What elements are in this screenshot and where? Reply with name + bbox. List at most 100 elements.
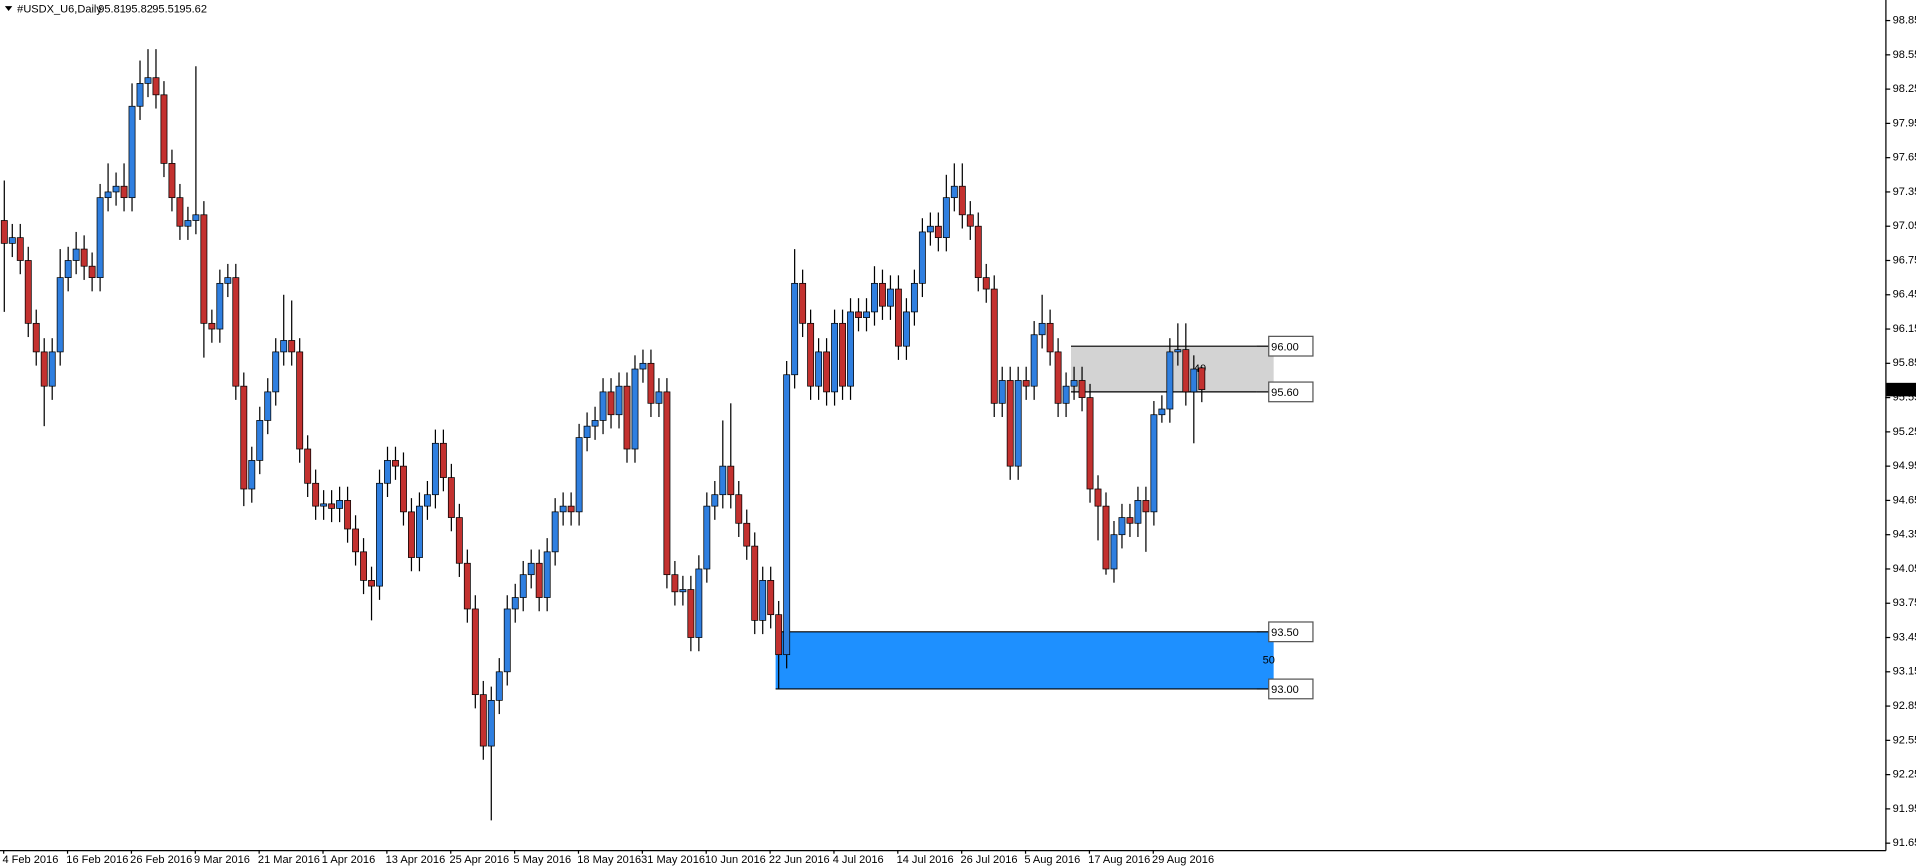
candle-body [551,511,559,553]
candle-body [463,562,471,610]
candle-body [1006,380,1014,467]
candle-body [535,562,543,598]
candle-body [631,368,639,450]
candle-body [1062,385,1070,404]
candle-body [815,351,823,387]
zone [775,631,1274,689]
candle-body [1134,500,1142,524]
candle-body [1014,380,1022,467]
candle-body [248,460,256,490]
level-label: 96.00 [1271,341,1299,353]
candle-body [240,385,248,490]
candle-body [998,380,1006,404]
candle-body [647,362,655,404]
candle-body [527,562,535,576]
y-tick-label: 92.25 [1893,769,1916,781]
y-tick-label: 92.85 [1893,700,1916,712]
candle-body [128,105,136,199]
candle-body [591,420,599,427]
candle-body [783,374,791,656]
candle-body [727,465,735,496]
candle-body [447,477,455,518]
candle-body [1182,349,1190,393]
candle-body [40,351,48,387]
candle-body [575,437,583,513]
candle-body [0,220,8,244]
candle-body [288,340,296,353]
x-tick-label: 16 Feb 2016 [66,854,128,866]
candle-body [256,420,264,461]
candle-body [559,505,567,513]
candle-body [958,185,966,216]
candle-body [966,214,974,227]
x-tick-label: 22 Jun 2016 [769,854,830,866]
candle-body [184,220,192,227]
x-tick-label: 10 Jun 2016 [705,854,766,866]
candle-body [344,500,352,530]
candle-body [1198,367,1206,390]
candle-body [751,545,759,621]
y-tick-label: 98.25 [1893,83,1916,95]
x-tick-label: 13 Apr 2016 [386,854,446,866]
y-tick-label: 98.55 [1893,49,1916,61]
candle-body [1150,414,1158,513]
y-tick-label: 95.85 [1893,357,1916,369]
candle-body [695,568,703,638]
x-tick-label: 4 Feb 2016 [2,854,58,866]
x-tick-label: 9 Mar 2016 [194,854,250,866]
candle-body [1030,334,1038,387]
candle-body [1022,380,1030,387]
candle-body [799,282,807,324]
candle-body [352,528,360,553]
candle-body [847,311,854,387]
candle-body [1174,349,1182,353]
candle-body [879,282,886,307]
candle-body [32,322,40,353]
candle-body [759,580,767,621]
candle-body [96,197,104,278]
y-tick-label: 93.15 [1893,666,1916,678]
quote-high: 95.82 [125,4,153,16]
candle-body [711,494,719,507]
candle-body [902,311,910,347]
y-tick-label: 94.05 [1893,563,1916,575]
y-tick-label: 92.55 [1893,734,1916,746]
candle-body [1078,380,1086,398]
candle-body [1190,368,1198,393]
candle-body [415,505,423,558]
candle-body [495,671,503,701]
candle-body [1054,351,1062,404]
candle-body [216,282,224,330]
x-tick-label: 25 Apr 2016 [450,854,510,866]
candle-body [200,214,208,324]
candle-body [392,460,399,467]
candle-body [80,248,88,267]
candle-body [918,231,926,284]
candle-body [264,391,272,421]
x-tick-label: 17 Aug 2016 [1088,854,1150,866]
x-tick-label: 4 Jul 2016 [833,854,884,866]
y-tick-label: 94.95 [1893,460,1916,472]
candle-body [687,589,695,638]
candle-body [112,185,120,193]
candle-body [88,265,96,278]
candle-body [663,391,671,576]
candle-body [607,391,615,416]
last-price-label: 95.62 [1889,384,1916,396]
candle-body [423,494,431,507]
y-tick-label: 91.95 [1893,803,1916,815]
candle-body [807,322,815,387]
candle-body [639,362,647,370]
candle-body [894,288,902,347]
candle-body [320,503,328,507]
candle-body [192,214,200,221]
candle-body [1142,500,1150,513]
candle-body [72,248,80,261]
candle-body [615,385,623,416]
candle-body [431,442,439,496]
y-tick-label: 94.35 [1893,529,1916,541]
x-tick-label: 31 May 2016 [641,854,705,866]
last-price-box [1886,382,1916,397]
zone-label: 50 [1263,654,1275,666]
